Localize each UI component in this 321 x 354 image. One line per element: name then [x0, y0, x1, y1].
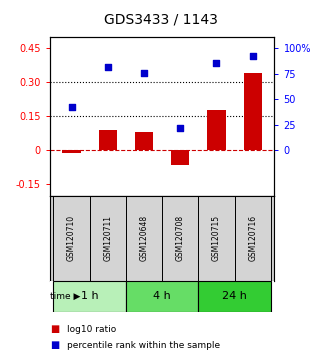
- Text: ■: ■: [50, 324, 59, 334]
- Point: [142, 70, 147, 76]
- Text: GSM120710: GSM120710: [67, 215, 76, 261]
- Text: GDS3433 / 1143: GDS3433 / 1143: [104, 12, 217, 27]
- Bar: [235, 196, 271, 281]
- Point: [214, 60, 219, 65]
- Bar: [162, 196, 198, 281]
- Text: 4 h: 4 h: [153, 291, 171, 301]
- Text: percentile rank within the sample: percentile rank within the sample: [67, 341, 221, 350]
- Text: GSM120648: GSM120648: [140, 215, 149, 261]
- Point: [69, 104, 74, 109]
- Text: log10 ratio: log10 ratio: [67, 325, 117, 334]
- Point: [178, 125, 183, 131]
- Bar: [135, 132, 153, 150]
- Text: GSM120708: GSM120708: [176, 215, 185, 261]
- Text: 24 h: 24 h: [222, 291, 247, 301]
- Point: [105, 64, 110, 70]
- Bar: [63, 150, 81, 153]
- Bar: [126, 196, 162, 281]
- Bar: [126, 281, 198, 312]
- Bar: [171, 150, 189, 165]
- Bar: [53, 196, 90, 281]
- Bar: [198, 196, 235, 281]
- Text: GSM120716: GSM120716: [248, 215, 257, 261]
- Bar: [53, 281, 126, 312]
- Bar: [90, 196, 126, 281]
- Bar: [207, 110, 226, 150]
- Point: [250, 53, 255, 58]
- Text: 1 h: 1 h: [81, 291, 99, 301]
- Bar: [99, 130, 117, 150]
- Text: ■: ■: [50, 340, 59, 350]
- Bar: [198, 281, 271, 312]
- Text: time ▶: time ▶: [50, 292, 81, 301]
- Bar: [244, 73, 262, 150]
- Text: GSM120711: GSM120711: [103, 215, 112, 261]
- Text: GSM120715: GSM120715: [212, 215, 221, 261]
